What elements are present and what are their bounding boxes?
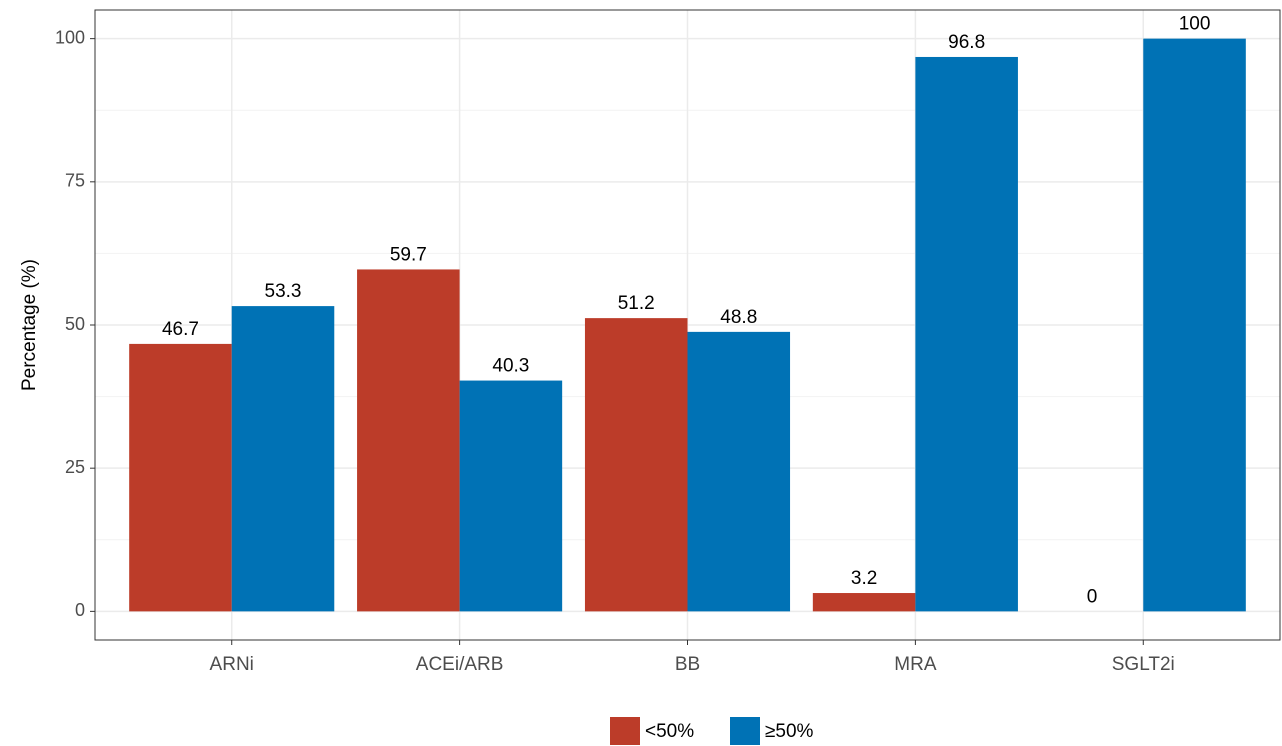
value-label: 48.8 — [720, 307, 757, 328]
panel-border — [94, 9, 1281, 641]
value-label: 100 — [1179, 14, 1211, 35]
y-axis-title: Percentage (%) — [19, 259, 40, 391]
bar — [1143, 38, 1246, 612]
legend-label: ≥50% — [765, 721, 814, 742]
value-label: 51.2 — [618, 293, 655, 314]
bar — [231, 306, 335, 612]
x-tick-label: ARNi — [210, 654, 254, 675]
legend-label: <50% — [645, 721, 694, 742]
y-tick-label: 0 — [75, 600, 85, 620]
bar — [812, 593, 916, 612]
bar — [459, 380, 563, 612]
x-tick-label: ACEi/ARB — [416, 654, 504, 675]
x-tick-label: MRA — [894, 654, 937, 675]
value-label: 3.2 — [851, 568, 877, 589]
value-label: 40.3 — [492, 356, 529, 377]
x-tick-label: BB — [675, 654, 700, 675]
value-label: 59.7 — [390, 244, 427, 265]
bar — [915, 56, 1018, 612]
y-tick-label: 75 — [65, 171, 85, 191]
value-label: 46.7 — [162, 319, 199, 340]
value-label: 53.3 — [265, 281, 302, 302]
legend-swatch — [730, 717, 760, 745]
bar — [357, 269, 460, 612]
bar — [129, 343, 232, 612]
y-tick-label: 50 — [65, 314, 85, 334]
y-tick-label: 25 — [65, 457, 85, 477]
value-label: 0 — [1087, 586, 1098, 607]
y-tick-label: 100 — [55, 27, 85, 47]
bar — [687, 331, 791, 612]
x-tick-label: SGLT2i — [1112, 654, 1175, 675]
value-label: 96.8 — [948, 32, 985, 53]
bar — [584, 318, 688, 612]
legend-swatch — [610, 717, 640, 745]
